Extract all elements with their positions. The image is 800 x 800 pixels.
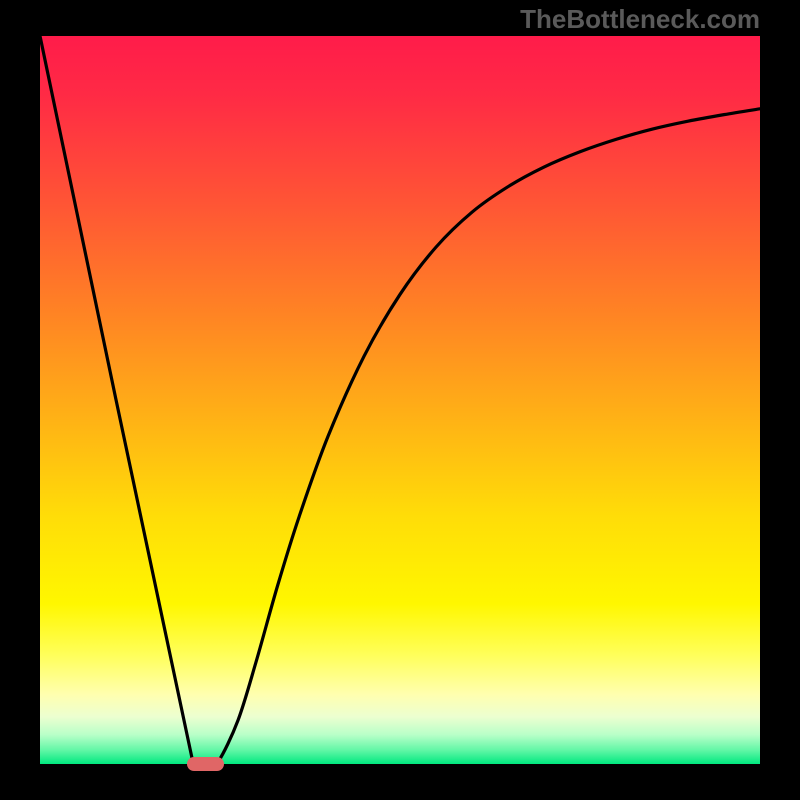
watermark-text: TheBottleneck.com	[520, 4, 760, 35]
plot-area	[40, 36, 760, 764]
optimal-point-marker	[187, 757, 224, 771]
chart-frame: TheBottleneck.com	[0, 0, 800, 800]
bottleneck-curve	[40, 36, 760, 764]
